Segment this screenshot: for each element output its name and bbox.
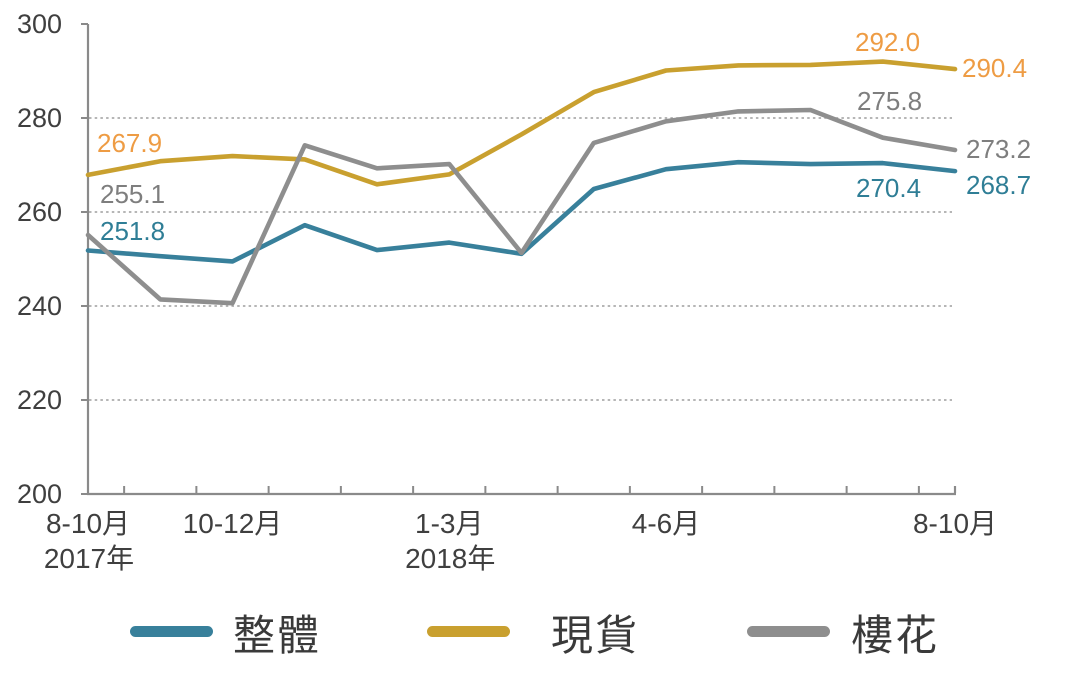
x-tick-label: 4-6月	[632, 508, 700, 539]
data-label-spot-0: 267.9	[97, 128, 162, 158]
legend-label-overall: 整體	[233, 612, 322, 659]
data-label-presale-0: 255.1	[100, 179, 165, 209]
legend-swatch-spot	[427, 626, 510, 637]
legend-label-presale: 樓花	[851, 612, 940, 659]
x-tick-label: 8-10月	[913, 508, 997, 539]
x-tick-label-year: 2017年	[44, 543, 134, 574]
x-tick-label-year: 2018年	[405, 543, 495, 574]
y-tick-label-260: 260	[17, 197, 62, 227]
legend-swatch-presale	[747, 626, 830, 637]
y-tick-label-200: 200	[17, 479, 62, 509]
legend-label-spot: 現貨	[551, 612, 640, 659]
y-tick-label-300: 300	[17, 9, 62, 39]
legend-swatch-overall	[130, 626, 213, 637]
data-label-overall-11: 270.4	[856, 173, 921, 203]
data-label-overall-12: 268.7	[966, 170, 1031, 200]
x-tick-label: 10-12月	[183, 508, 283, 539]
data-label-overall-0: 251.8	[100, 216, 165, 246]
data-label-presale-12: 273.2	[966, 134, 1031, 164]
data-label-spot-11: 292.0	[855, 27, 920, 57]
y-tick-label-240: 240	[17, 291, 62, 321]
x-tick-label: 8-10月	[46, 508, 130, 539]
series-line-presale	[85, 107, 958, 306]
data-label-presale-11: 275.8	[857, 86, 922, 116]
x-tick-label: 1-3月	[415, 508, 483, 539]
series-line-spot	[85, 59, 958, 187]
data-label-spot-12: 290.4	[962, 53, 1027, 83]
line-chart: 300 280 260 240 220 200 8-10月 2017年 10-12月 1-3月 20…	[17, 9, 1031, 574]
y-tick-label-220: 220	[17, 385, 62, 415]
y-tick-label-280: 280	[17, 103, 62, 133]
legend: 整體 現貨 樓花	[0, 600, 1080, 677]
